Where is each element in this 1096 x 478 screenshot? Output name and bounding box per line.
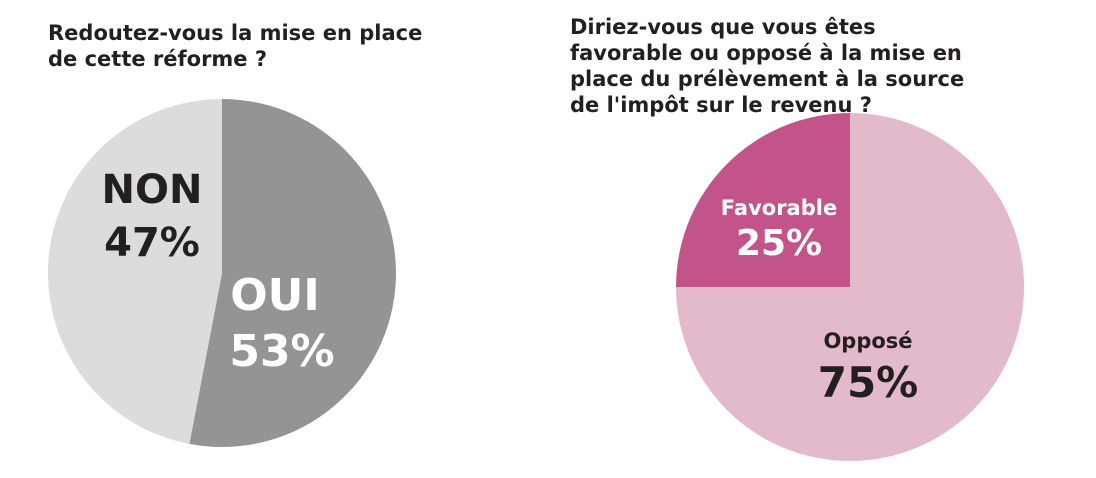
- pie-1-slice-oui: [189, 99, 396, 447]
- pie-1-slice-non: [47, 99, 223, 444]
- chart-1-title: Redoutez-vous la mise en place de cette …: [48, 21, 423, 71]
- pie-2-label-oppose: Opposé: [823, 329, 912, 353]
- pie-2-label-favorable: Favorable: [721, 196, 837, 220]
- chart-2-title: Diriez-vous que vous êtes favorable ou o…: [570, 15, 965, 117]
- pie-2-slice-favorable: [676, 113, 850, 287]
- pie-1-label-non: NON: [102, 167, 203, 213]
- pie-1-label-oui: OUI: [230, 270, 320, 321]
- pie-1-value-non: 47%: [104, 220, 200, 266]
- pie-2-value-oppose: 75%: [818, 358, 919, 407]
- pie-chart-2: Favorable 25% Opposé 75%: [676, 113, 1024, 461]
- pie-2-value-favorable: 25%: [736, 223, 822, 264]
- pie-chart-1: NON 47% OUI 53%: [47, 99, 396, 447]
- pie-1-value-oui: 53%: [229, 326, 334, 377]
